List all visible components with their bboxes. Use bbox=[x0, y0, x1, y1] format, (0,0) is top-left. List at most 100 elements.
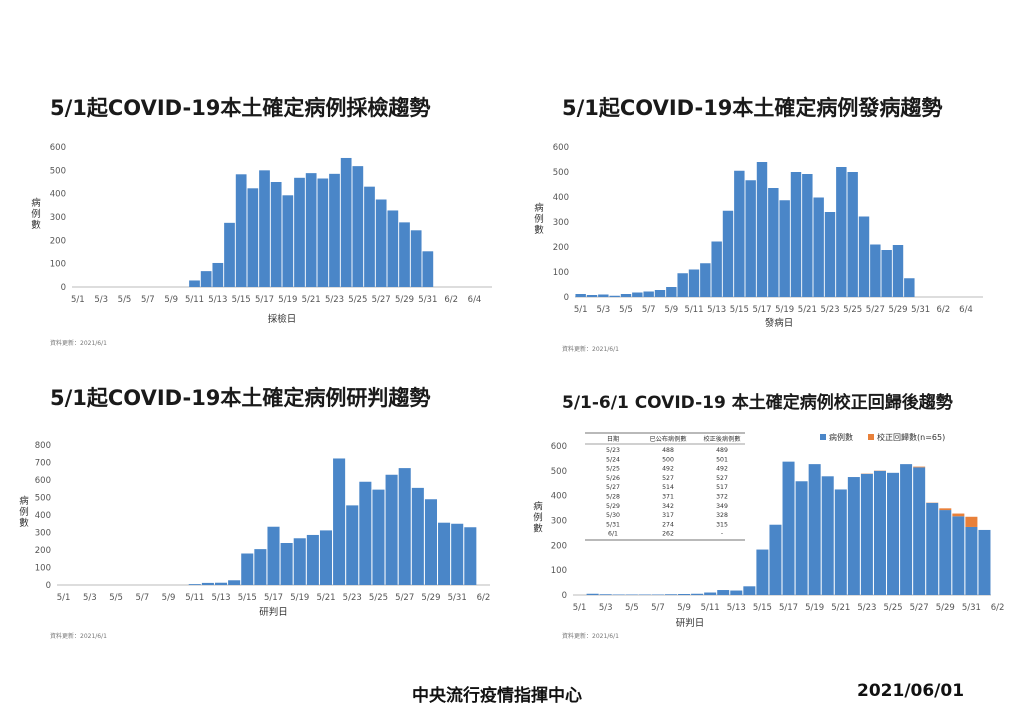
bar bbox=[677, 273, 688, 297]
bar-cases bbox=[873, 470, 886, 595]
x-tick-label: 5/7 bbox=[651, 603, 665, 613]
x-tick-label: 5/15 bbox=[232, 295, 251, 305]
x-axis-label: 發病日 bbox=[765, 317, 794, 329]
bar bbox=[372, 489, 385, 585]
y-tick-label: 100 bbox=[551, 566, 567, 576]
footer-org: 中央流行疫情指揮中心 bbox=[412, 686, 582, 706]
bar-correction bbox=[965, 516, 978, 527]
legend-label-cases: 病例數 bbox=[829, 432, 853, 442]
x-tick-label: 5/5 bbox=[619, 305, 633, 315]
x-axis-label: 研判日 bbox=[676, 617, 705, 629]
table-header: 已公布病例數 bbox=[649, 435, 686, 443]
table-cell: 6/1 bbox=[608, 531, 618, 538]
bar bbox=[836, 167, 847, 297]
table-cell: 5/29 bbox=[606, 503, 620, 510]
bar bbox=[212, 262, 224, 287]
bar-cases bbox=[965, 526, 978, 595]
table-cell: 527 bbox=[716, 475, 728, 482]
y-tick-label: 600 bbox=[35, 476, 51, 486]
bar bbox=[451, 523, 464, 585]
x-tick-label: 5/29 bbox=[395, 295, 414, 305]
bar-cases bbox=[795, 481, 808, 595]
x-tick-label: 6/2 bbox=[936, 305, 950, 315]
x-tick-label: 5/19 bbox=[290, 593, 309, 603]
bar-cases bbox=[756, 549, 769, 595]
bar bbox=[620, 294, 632, 297]
bar-cases bbox=[978, 529, 991, 595]
x-tick-label: 5/5 bbox=[109, 593, 123, 603]
chart1-title: 5/1起COVID-19本土確定病例採檢趨勢 bbox=[50, 96, 431, 120]
y-tick-label: 100 bbox=[35, 564, 51, 574]
x-axis-label: 採檢日 bbox=[268, 313, 297, 325]
y-tick-label: 200 bbox=[35, 546, 51, 556]
x-tick-label: 5/13 bbox=[727, 603, 746, 613]
bar-cases bbox=[691, 593, 704, 595]
source-note: 資料更新：2021/6/1 bbox=[562, 345, 619, 353]
x-tick-label: 5/9 bbox=[677, 603, 691, 613]
bar bbox=[228, 580, 241, 585]
table-cell: 5/25 bbox=[606, 466, 620, 473]
bar bbox=[214, 582, 228, 585]
x-tick-label: 5/9 bbox=[664, 305, 678, 315]
x-tick-label: 5/31 bbox=[911, 305, 930, 315]
bar bbox=[904, 278, 915, 297]
x-tick-label: 5/17 bbox=[779, 603, 798, 613]
x-tick-label: 5/11 bbox=[185, 295, 204, 305]
x-tick-label: 6/2 bbox=[991, 603, 1005, 613]
x-tick-label: 5/15 bbox=[730, 305, 749, 315]
bar bbox=[802, 174, 813, 297]
x-tick-label: 5/17 bbox=[255, 295, 274, 305]
bar bbox=[881, 250, 892, 297]
y-tick-label: 300 bbox=[35, 529, 51, 539]
bar-cases bbox=[599, 594, 612, 595]
bar bbox=[410, 230, 422, 287]
x-tick-label: 5/3 bbox=[83, 593, 97, 603]
table-cell: 5/30 bbox=[606, 512, 620, 519]
bar-cases bbox=[664, 594, 677, 595]
x-tick-label: 5/21 bbox=[798, 305, 817, 315]
bar bbox=[259, 170, 270, 287]
x-tick-label: 5/13 bbox=[211, 593, 230, 603]
y-tick-label: 200 bbox=[551, 541, 567, 551]
table-cell: 349 bbox=[716, 503, 728, 510]
bar bbox=[411, 487, 424, 585]
bar bbox=[745, 180, 756, 297]
bar-cases bbox=[717, 590, 730, 595]
table-cell: 488 bbox=[662, 447, 674, 454]
bar-cases bbox=[769, 524, 782, 595]
bar-cases bbox=[847, 477, 860, 595]
bar bbox=[858, 216, 870, 297]
table-cell: 317 bbox=[662, 512, 674, 519]
y-tick-label: 500 bbox=[553, 168, 569, 178]
x-tick-label: 6/4 bbox=[959, 305, 973, 315]
table-cell: - bbox=[721, 531, 723, 538]
bar bbox=[267, 526, 280, 585]
bar bbox=[385, 474, 398, 585]
x-tick-label: 5/11 bbox=[684, 305, 703, 315]
x-tick-label: 5/3 bbox=[94, 295, 108, 305]
x-tick-label: 5/7 bbox=[141, 295, 155, 305]
table-cell: 492 bbox=[662, 466, 674, 473]
y-tick-label: 100 bbox=[553, 268, 569, 278]
x-tick-label: 5/5 bbox=[625, 603, 639, 613]
bar-cases bbox=[586, 593, 599, 595]
y-tick-label: 400 bbox=[553, 193, 569, 203]
x-tick-label: 5/11 bbox=[185, 593, 204, 603]
bar-cases bbox=[860, 473, 873, 595]
table-cell: 5/28 bbox=[606, 494, 620, 501]
x-tick-label: 5/1 bbox=[574, 305, 588, 315]
x-tick-label: 5/27 bbox=[395, 593, 414, 603]
table-cell: 5/24 bbox=[606, 456, 620, 463]
x-tick-label: 5/5 bbox=[118, 295, 132, 305]
bar-cases bbox=[913, 467, 926, 595]
y-tick-label: 0 bbox=[46, 581, 51, 591]
bar bbox=[847, 172, 858, 297]
x-tick-label: 5/3 bbox=[599, 603, 613, 613]
bar bbox=[319, 530, 333, 585]
x-tick-label: 6/4 bbox=[468, 295, 482, 305]
x-tick-label: 5/9 bbox=[162, 593, 176, 603]
bar bbox=[722, 210, 734, 297]
y-tick-label: 300 bbox=[551, 517, 567, 527]
x-tick-label: 5/21 bbox=[831, 603, 850, 613]
